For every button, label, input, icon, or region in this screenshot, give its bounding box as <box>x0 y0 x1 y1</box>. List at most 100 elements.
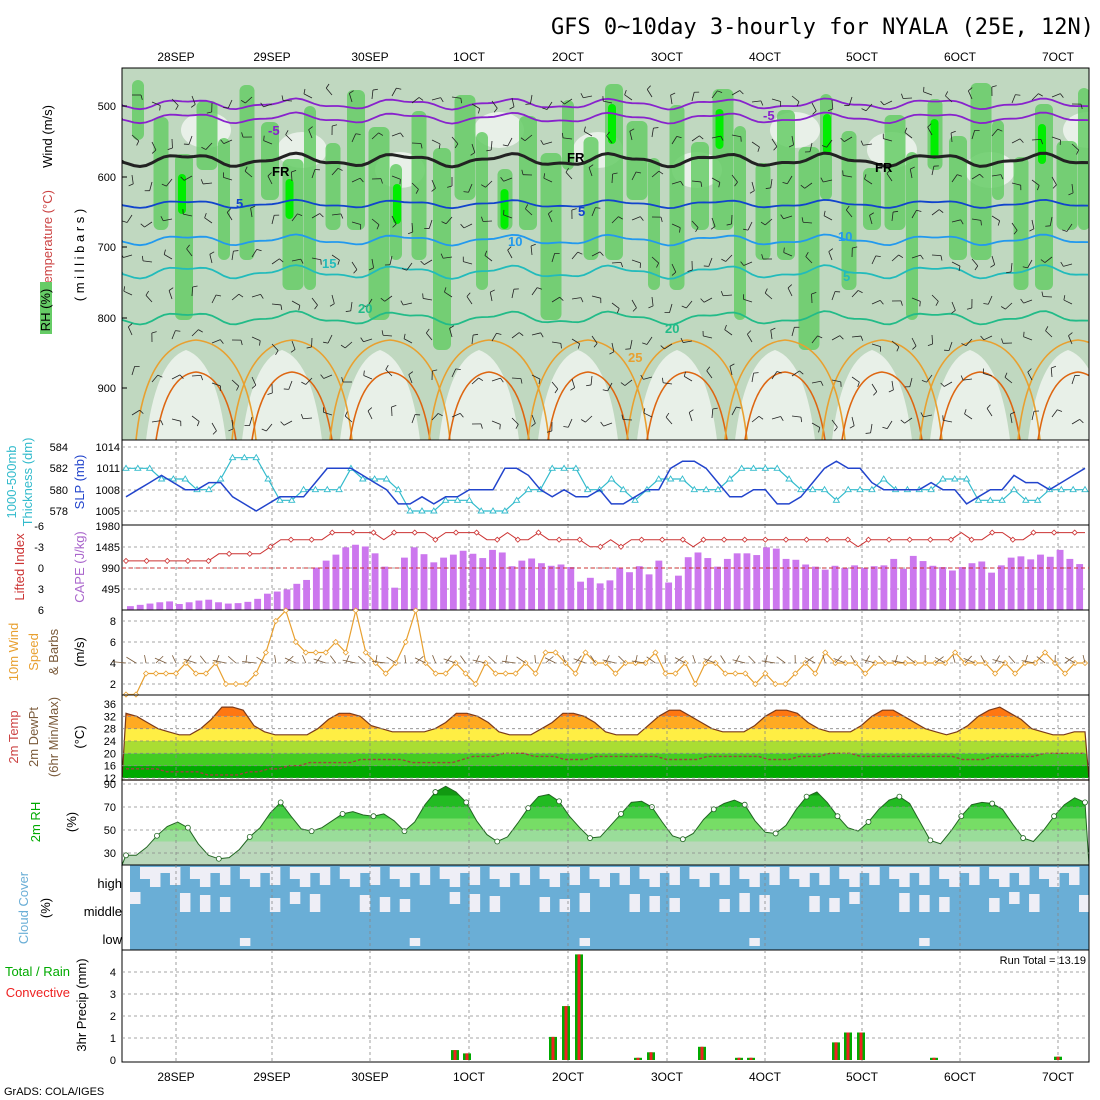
rh2m-tick: 30 <box>104 848 116 860</box>
wind-barb <box>267 392 273 395</box>
cape-bar <box>900 568 907 610</box>
wind-barb <box>620 262 624 268</box>
precip-tick: 0 <box>110 1055 116 1067</box>
wind-barb <box>372 88 378 91</box>
wind-barb <box>408 371 414 375</box>
contour-25 <box>527 339 649 440</box>
wind-barb <box>524 134 533 141</box>
thickness-point <box>773 464 781 471</box>
wind-barb <box>139 409 144 414</box>
wind-barb <box>351 261 358 270</box>
wind-barb <box>301 381 306 385</box>
wind-barb <box>571 338 580 345</box>
cape-bar <box>547 565 555 610</box>
wind-barb <box>551 296 560 303</box>
wind-barb <box>1062 229 1068 232</box>
thickness-point <box>465 496 474 503</box>
wind-barb <box>263 135 265 141</box>
wind-barb <box>126 214 133 223</box>
lifted-index-point <box>432 536 439 543</box>
wind-barb <box>223 106 229 109</box>
wind-barb <box>160 216 164 221</box>
rh-dry-area <box>242 350 322 440</box>
cloud-label-b: (%) <box>38 898 53 918</box>
cloud-high-gap <box>299 867 311 887</box>
wind-barb <box>515 424 519 429</box>
contour-freezing <box>122 151 1089 169</box>
cloud-middle-gap <box>379 897 391 912</box>
wind-barb <box>773 146 778 151</box>
wind-barb <box>787 287 793 297</box>
wind-barb <box>591 207 596 217</box>
rh2m-point <box>1051 813 1057 820</box>
wind-barb <box>140 94 143 100</box>
wind-barb <box>344 341 353 349</box>
wind-barb <box>1013 230 1018 235</box>
rh-dry-area <box>439 350 519 440</box>
wind-barb <box>904 127 908 133</box>
wind-barb <box>831 379 841 383</box>
wind10-point <box>162 670 170 677</box>
wind-barb <box>951 310 956 314</box>
wind-barb <box>711 90 718 99</box>
date-label: 2OCT <box>552 50 585 64</box>
temp2m-tick: 12 <box>104 773 116 785</box>
wind-barb <box>460 98 462 104</box>
cloud-high-gap <box>709 867 720 873</box>
wind-barb <box>400 132 404 138</box>
wind-barb <box>679 227 681 233</box>
wind-barb <box>323 374 333 379</box>
wind-barb <box>380 297 385 302</box>
wind-barb <box>923 91 933 96</box>
wind-barb <box>447 185 453 188</box>
rh-saturated-area <box>393 184 401 224</box>
wind10-barb <box>573 658 586 664</box>
wind-barb <box>717 90 723 94</box>
lifted-index-point <box>597 543 604 550</box>
wind-barb <box>1060 261 1064 267</box>
cloud-high-gap <box>549 867 561 887</box>
rh-wet-area <box>949 136 967 260</box>
lifted-index-point <box>226 550 233 557</box>
wind10-barb <box>185 655 192 664</box>
rh-wet-area <box>583 137 599 260</box>
wind-barb <box>353 269 358 274</box>
wind-barb <box>840 137 845 142</box>
wind-barb <box>571 251 579 260</box>
wind-barb <box>200 179 204 185</box>
wind10-point <box>772 680 779 688</box>
wind-barb <box>489 292 493 302</box>
wind-barb <box>846 209 853 218</box>
wind-barb <box>303 88 306 94</box>
wind-barb <box>758 416 764 420</box>
rh2m-point <box>618 811 624 817</box>
cape-bar <box>1056 549 1064 610</box>
wind-barb <box>643 376 653 380</box>
wind-barb <box>161 183 167 187</box>
wind-barb <box>940 255 943 261</box>
wind-barb <box>920 254 924 260</box>
wind-barb <box>360 337 364 343</box>
wind-barb <box>951 174 958 183</box>
wind-barb <box>1045 330 1053 338</box>
wind10-point <box>902 659 909 667</box>
wind-barb <box>191 95 196 105</box>
wind-barb <box>1015 94 1021 96</box>
cape-bar <box>166 601 173 610</box>
wind-barb <box>636 171 642 174</box>
wind-barb <box>986 408 993 417</box>
wind-barb <box>349 90 354 94</box>
wind-barb <box>485 180 493 188</box>
wind-barb <box>643 412 653 418</box>
wind-barb <box>688 412 693 422</box>
wind-barb <box>729 363 735 367</box>
precip-convective-bar <box>636 1057 640 1060</box>
wind-barb <box>283 420 293 426</box>
cloud-high-gap <box>909 867 920 873</box>
cloud-high-gap <box>899 867 910 887</box>
wind10-barb <box>605 655 610 664</box>
wind-barb <box>1031 219 1035 229</box>
wind-barb <box>846 205 850 211</box>
wind-barb <box>1023 336 1033 341</box>
wind-barb <box>249 416 253 426</box>
